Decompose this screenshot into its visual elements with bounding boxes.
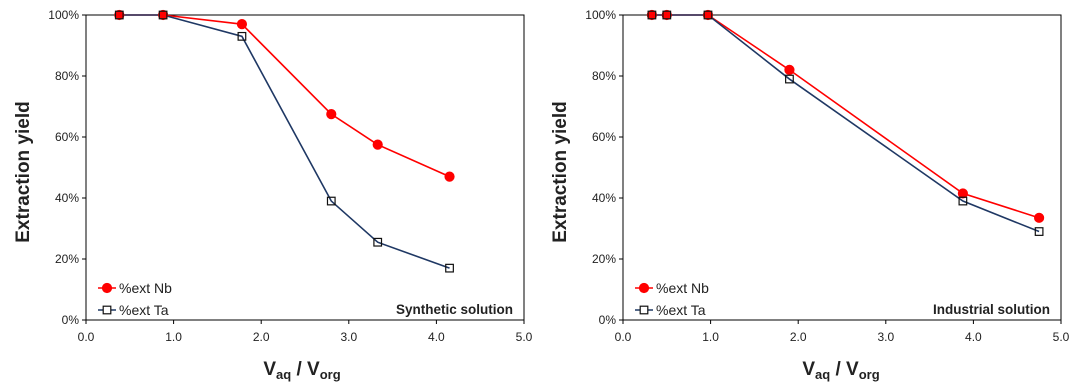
legend-label: %ext Nb xyxy=(656,280,709,296)
chart-synthetic-solution: Extraction yield Vaq / Vorg Synthetic so… xyxy=(13,8,533,382)
y-axis-title: Extraction yield xyxy=(13,101,34,243)
x-tick-label: 0.0 xyxy=(78,330,95,344)
data-point-ta xyxy=(158,10,168,20)
x-tick-label: 1.0 xyxy=(165,330,182,344)
x-tick-label: 4.0 xyxy=(965,330,982,344)
data-point-nb xyxy=(157,9,169,21)
x-axis-title: Vaq / Vorg xyxy=(802,359,879,382)
data-point-ta xyxy=(1034,227,1044,236)
x-tick-label: 4.0 xyxy=(428,330,445,344)
plot-frame xyxy=(85,14,525,321)
data-point-nb xyxy=(114,9,125,21)
x-tick-label: 2.0 xyxy=(790,330,807,344)
data-point-ta xyxy=(373,237,383,247)
data-point-ta xyxy=(647,10,657,20)
y-tick-label: 60% xyxy=(592,130,616,144)
data-point-nb xyxy=(784,64,795,76)
x-tick-label: 2.0 xyxy=(253,330,270,344)
data-point-nb xyxy=(236,19,248,30)
x-axis-title-v: V xyxy=(263,359,276,380)
y-tick-label: 100% xyxy=(585,8,616,22)
legend-marker-ta xyxy=(102,305,112,315)
data-point-ta xyxy=(326,196,336,206)
data-point-nb xyxy=(372,139,383,150)
data-point-nb xyxy=(702,9,714,21)
legend-label: %ext Nb xyxy=(119,280,172,296)
data-point-ta xyxy=(237,31,247,41)
x-axis-title-mid: / V xyxy=(291,359,320,380)
x-axis-title-sub-aq: aq xyxy=(815,367,830,382)
x-axis-title-mid: / V xyxy=(830,359,859,380)
x-axis-title: Vaq / Vorg xyxy=(263,359,340,382)
data-point-nb xyxy=(444,171,455,182)
y-tick-label: 20% xyxy=(592,252,616,266)
x-axis-title-sub-aq: aq xyxy=(276,367,291,382)
y-tick-label: 80% xyxy=(55,69,79,83)
x-tick-label: 1.0 xyxy=(702,330,719,344)
data-point-ta xyxy=(958,196,968,206)
y-tick-label: 20% xyxy=(55,252,79,266)
data-point-ta xyxy=(785,74,794,84)
x-tick-label: 0.0 xyxy=(615,330,632,344)
series-line-ta xyxy=(119,14,450,269)
x-axis-title-sub-org: org xyxy=(320,367,341,382)
legend-marker-ta xyxy=(639,305,649,315)
y-tick-label: 0% xyxy=(62,313,80,327)
y-tick-label: 100% xyxy=(48,8,79,22)
y-tick-label: 40% xyxy=(592,191,616,205)
series-line-nb xyxy=(651,14,1040,219)
x-axis-title-sub-org: org xyxy=(859,367,880,382)
chart-industrial-solution: Extraction yield Vaq / Vorg Industrial s… xyxy=(550,8,1070,382)
plot-frame xyxy=(622,14,1062,321)
y-tick-label: 0% xyxy=(599,313,617,327)
x-tick-label: 5.0 xyxy=(1053,330,1070,344)
data-point-ta xyxy=(445,263,454,273)
x-tick-label: 5.0 xyxy=(516,330,533,344)
legend-label: %ext Ta xyxy=(656,302,706,318)
x-axis-title-v: V xyxy=(802,359,815,380)
data-point-ta xyxy=(114,10,124,20)
y-tick-label: 60% xyxy=(55,130,79,144)
data-point-ta xyxy=(703,10,713,20)
legend-marker-nb xyxy=(638,282,650,294)
data-point-nb xyxy=(957,188,968,199)
series-line-nb xyxy=(119,14,450,178)
data-point-nb xyxy=(1034,212,1045,223)
data-point-ta xyxy=(662,10,672,20)
data-point-nb xyxy=(661,9,672,21)
y-axis-title: Extraction yield xyxy=(550,101,571,243)
annotation-solution-type: Synthetic solution xyxy=(396,302,513,317)
y-tick-label: 40% xyxy=(55,191,79,205)
legend-label: %ext Ta xyxy=(119,302,169,318)
y-tick-label: 80% xyxy=(592,69,616,83)
x-tick-label: 3.0 xyxy=(877,330,894,344)
x-tick-label: 3.0 xyxy=(340,330,357,344)
legend-marker-nb xyxy=(101,282,113,294)
annotation-solution-type: Industrial solution xyxy=(933,302,1050,317)
data-point-nb xyxy=(326,109,337,120)
data-point-nb xyxy=(646,9,658,21)
